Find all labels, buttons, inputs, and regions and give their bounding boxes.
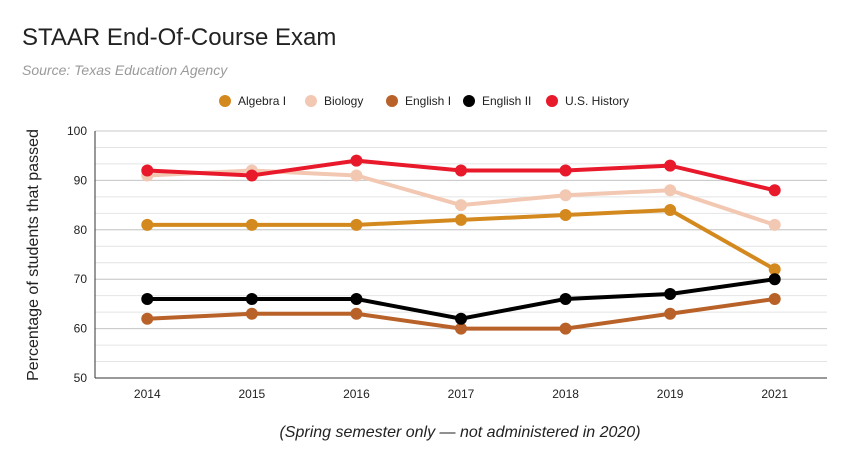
y-tick-label: 90 [74, 173, 88, 187]
data-point [350, 218, 363, 231]
x-tick-label: 2014 [134, 387, 161, 401]
data-point [664, 184, 677, 197]
data-point [141, 292, 154, 305]
x-axis-label: (Spring semester only — not administered… [279, 424, 641, 441]
data-point [559, 164, 572, 177]
data-point [664, 307, 677, 320]
data-point [455, 322, 467, 335]
data-point [768, 263, 781, 276]
data-point [141, 164, 154, 177]
data-point [350, 154, 363, 167]
data-point [559, 322, 572, 335]
series-english-ii [141, 273, 781, 325]
legend-marker [386, 95, 398, 107]
chart-title: STAAR End-Of-Course Exam [22, 24, 337, 51]
data-point [245, 218, 258, 231]
data-point [664, 204, 677, 217]
legend-item[interactable]: English I [386, 94, 451, 108]
legend-marker [305, 95, 317, 107]
data-point [350, 169, 363, 182]
data-point [455, 213, 467, 226]
legend-item[interactable]: Biology [305, 94, 363, 108]
data-point [141, 218, 154, 231]
y-tick-label: 60 [74, 322, 88, 336]
legend-item[interactable]: U.S. History [546, 94, 629, 108]
data-point [455, 312, 467, 325]
series-algebra-i [141, 204, 781, 276]
data-point [768, 218, 781, 231]
data-point [350, 307, 363, 320]
y-tick-label: 50 [74, 371, 88, 385]
legend-label: Algebra I [238, 94, 286, 108]
data-point [141, 312, 154, 325]
data-point [664, 159, 677, 172]
data-point [455, 164, 467, 177]
data-point [245, 292, 258, 305]
x-tick-label: 2016 [343, 387, 370, 401]
x-tick-label: 2019 [657, 387, 684, 401]
x-tick-label: 2021 [761, 387, 788, 401]
y-tick-label: 100 [67, 124, 87, 138]
legend-label: English II [482, 94, 531, 108]
y-axis-label: Percentage of students that passed [25, 129, 42, 381]
y-tick-label: 70 [74, 272, 88, 286]
data-point [455, 199, 467, 212]
x-tick-label: 2015 [239, 387, 266, 401]
data-point [559, 189, 572, 202]
legend-marker [463, 95, 475, 107]
data-point [245, 307, 258, 320]
data-point [245, 169, 258, 182]
series-u-s-history [141, 154, 781, 197]
series-english-i [141, 292, 781, 335]
data-point [350, 292, 363, 305]
data-point [559, 292, 572, 305]
legend-item[interactable]: English II [463, 94, 531, 108]
data-point [768, 184, 781, 197]
data-point [768, 292, 781, 305]
chart-subtitle: Source: Texas Education Agency [22, 62, 228, 78]
data-point [664, 288, 677, 301]
x-tick-label: 2017 [448, 387, 475, 401]
y-tick-label: 80 [74, 223, 88, 237]
data-point [559, 208, 572, 221]
data-point [768, 273, 781, 286]
x-tick-label: 2018 [552, 387, 579, 401]
legend-label: U.S. History [565, 94, 629, 108]
legend-marker [546, 95, 558, 107]
legend-label: Biology [324, 94, 363, 108]
legend-label: English I [405, 94, 451, 108]
legend-item[interactable]: Algebra I [219, 94, 286, 108]
legend-marker [219, 95, 231, 107]
